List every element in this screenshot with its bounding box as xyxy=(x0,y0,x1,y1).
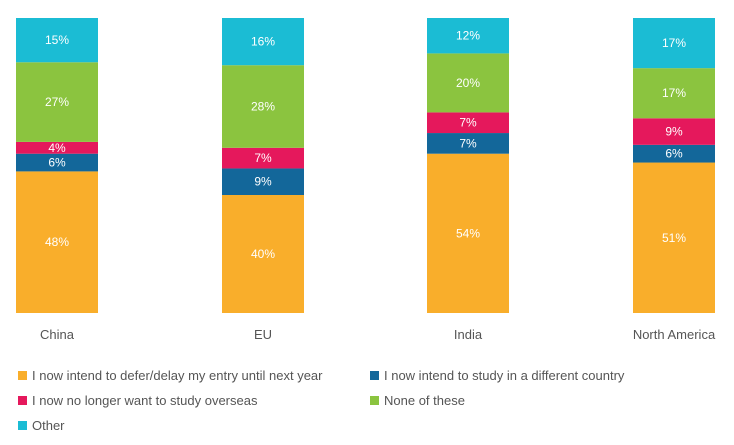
data-label-china-none: 27% xyxy=(45,95,69,109)
chart-legend: I now intend to defer/delay my entry unt… xyxy=(18,366,718,435)
bar-segment-china-different-country xyxy=(16,153,98,172)
bar-segment-eu-other xyxy=(222,18,304,66)
data-label-north-america-no-longer: 9% xyxy=(665,125,683,139)
legend-label-defer: I now intend to defer/delay my entry unt… xyxy=(32,368,323,383)
legend-label-none: None of these xyxy=(384,393,465,408)
data-label-eu-other: 16% xyxy=(251,35,275,49)
legend-item-defer: I now intend to defer/delay my entry unt… xyxy=(18,366,370,385)
data-label-eu-different-country: 9% xyxy=(254,175,272,189)
data-label-north-america-other: 17% xyxy=(662,36,686,50)
legend-label-different-country: I now intend to study in a different cou… xyxy=(384,368,625,383)
bar-segment-north-america-other xyxy=(633,18,715,69)
data-label-india-other: 12% xyxy=(456,29,480,43)
data-label-china-defer: 48% xyxy=(45,235,69,249)
bar-segment-eu-defer xyxy=(222,195,304,313)
data-label-india-defer: 54% xyxy=(456,226,480,240)
legend-swatch-different-country xyxy=(370,371,379,380)
bar-segment-india-none xyxy=(427,53,509,113)
data-label-north-america-defer: 51% xyxy=(662,231,686,245)
bar-segment-china-none xyxy=(16,62,98,142)
bar-segment-eu-no-longer xyxy=(222,147,304,169)
category-label-india: India xyxy=(454,327,483,342)
bar-segment-eu-none xyxy=(222,65,304,148)
bar-segment-india-defer xyxy=(427,153,509,313)
legend-swatch-no-longer xyxy=(18,396,27,405)
data-label-china-other: 15% xyxy=(45,33,69,47)
legend-item-different-country: I now intend to study in a different cou… xyxy=(370,366,710,385)
bar-segment-north-america-no-longer xyxy=(633,118,715,145)
category-label-north-america: North America xyxy=(633,327,716,342)
legend-swatch-none xyxy=(370,396,379,405)
bar-segment-north-america-none xyxy=(633,68,715,119)
data-label-china-no-longer: 4% xyxy=(48,141,66,155)
data-label-north-america-different-country: 6% xyxy=(665,147,683,161)
data-label-india-none: 20% xyxy=(456,76,480,90)
data-label-eu-no-longer: 7% xyxy=(254,151,272,165)
legend-label-no-longer: I now no longer want to study overseas xyxy=(32,393,258,408)
bar-segment-china-defer xyxy=(16,171,98,313)
stacked-bar-chart: 48%6%4%27%15%China40%9%7%28%16%EU54%7%7%… xyxy=(16,18,716,342)
legend-swatch-other xyxy=(18,421,27,430)
bar-segment-north-america-different-country xyxy=(633,144,715,163)
data-label-china-different-country: 6% xyxy=(48,156,66,170)
bar-segment-india-other xyxy=(427,18,509,54)
category-label-china: China xyxy=(40,327,75,342)
category-label-eu: EU xyxy=(254,327,272,342)
legend-swatch-defer xyxy=(18,371,27,380)
data-label-india-no-longer: 7% xyxy=(459,116,477,130)
data-label-north-america-none: 17% xyxy=(662,86,686,100)
legend-label-other: Other xyxy=(32,418,65,433)
data-label-india-different-country: 7% xyxy=(459,136,477,150)
legend-item-other: Other xyxy=(18,416,370,435)
legend-item-no-longer: I now no longer want to study overseas xyxy=(18,391,370,410)
bar-segment-china-no-longer xyxy=(16,141,98,154)
bar-segment-india-different-country xyxy=(427,133,509,154)
bar-segment-india-no-longer xyxy=(427,112,509,134)
legend-item-none: None of these xyxy=(370,391,710,410)
bar-segment-eu-different-country xyxy=(222,168,304,195)
bar-segment-north-america-defer xyxy=(633,162,715,313)
data-label-eu-defer: 40% xyxy=(251,247,275,261)
data-label-eu-none: 28% xyxy=(251,100,275,114)
bar-segment-china-other xyxy=(16,18,98,63)
